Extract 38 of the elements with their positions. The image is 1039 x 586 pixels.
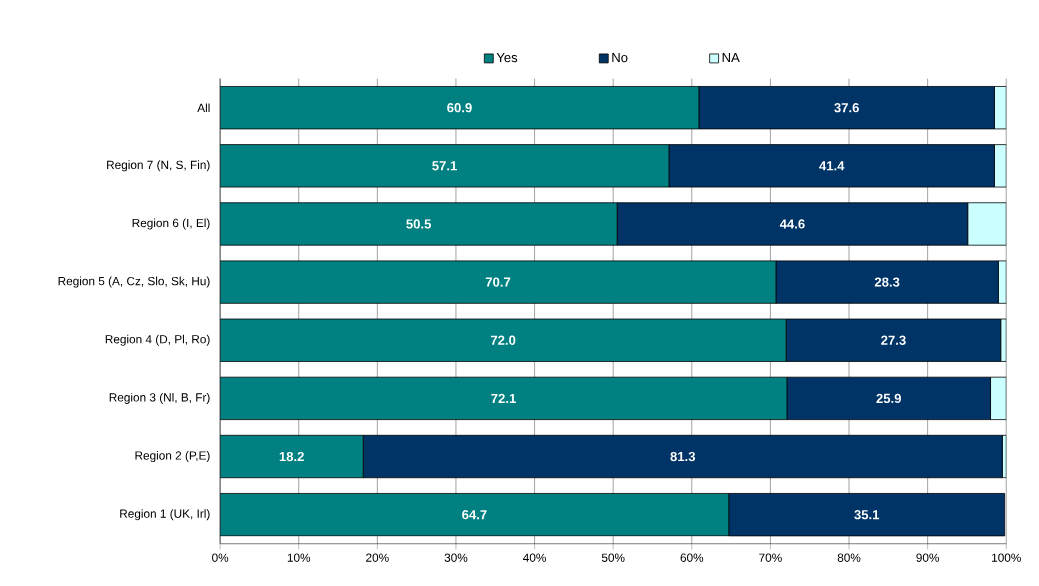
x-tick-label: 40% [523,553,546,563]
data-label: 25.9 [876,393,901,404]
legend-label: NA [722,53,740,63]
x-tick-label: 60% [680,553,704,563]
x-tick-label: 20% [366,553,389,563]
y-tick-label: Region 7 (N, S, Fin) [107,160,210,172]
legend-label: Yes [496,53,518,63]
x-tick-label: 10% [287,553,311,563]
data-label: 37.6 [834,103,859,113]
data-label: 27.3 [881,335,906,346]
y-tick-label: All [197,103,210,113]
data-label: 81.3 [670,452,696,462]
y-tick-label: Region 4 (D, Pl, Ro) [105,334,210,346]
y-tick-label: Region 1 (UK, Irl) [120,509,210,521]
legend-label: No [612,53,628,63]
y-tick-label: Region 3 (Nl, B, Fr) [109,393,210,405]
x-tick-label: 90% [916,553,940,563]
x-tick-label: 100% [992,553,1021,563]
x-tick-label: 0% [212,553,229,563]
y-tick-label: Region 5 (A, Cz, Slo, Sk, Hu) [58,276,210,288]
y-tick-label: Region 6 (I, El) [132,218,210,230]
x-tick-label: 80% [837,553,861,563]
data-label: 50.5 [406,219,431,229]
data-label: 72.1 [491,393,516,404]
x-tick-label: 70% [759,553,782,563]
data-label: 72.0 [490,335,516,346]
x-tick-label: 30% [444,553,468,563]
data-label: 41.4 [819,161,845,171]
data-label: 70.7 [485,277,511,287]
data-label: 64.7 [462,510,487,520]
data-label: 28.3 [874,277,900,287]
data-label: 35.1 [854,510,880,520]
y-tick-label: Region 2 (P,E) [135,451,210,463]
x-tick-label: 50% [601,553,625,563]
data-label: 44.6 [779,219,805,229]
data-label: 60.9 [447,103,472,113]
data-label: 18.2 [279,452,304,462]
data-label: 57.1 [432,161,457,171]
